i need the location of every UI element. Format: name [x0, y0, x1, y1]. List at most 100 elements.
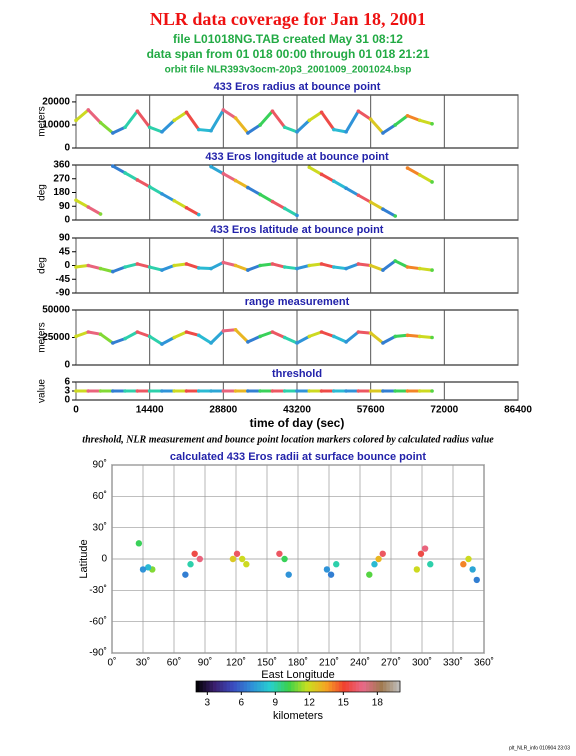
colorbar-tick-label: 9 [273, 698, 279, 709]
trace-segment [332, 179, 348, 190]
data-point [344, 130, 348, 134]
colorbar-cell [294, 681, 299, 692]
data-point [405, 265, 410, 269]
data-point [160, 268, 164, 272]
colorbar-tick-label: 12 [304, 698, 316, 709]
data-point [307, 118, 312, 123]
trace-segment [221, 328, 238, 333]
data-point [430, 122, 434, 126]
trace-segment [307, 110, 324, 122]
data-point [135, 389, 140, 393]
colorbar-tick-label: 6 [239, 698, 245, 709]
data-point [135, 262, 140, 266]
data-point [111, 269, 115, 274]
bounce-point [469, 566, 476, 573]
data-point [184, 330, 189, 334]
trace-segment [246, 334, 262, 344]
data-point [430, 180, 434, 184]
colorbar-cell [226, 681, 231, 692]
trace-segment [381, 259, 397, 272]
data-point [417, 266, 422, 271]
data-point [147, 265, 152, 269]
data-point [111, 164, 115, 168]
data-point [86, 263, 91, 268]
x-tick-label: 330˚ [443, 657, 463, 669]
panel-title: range measurement [245, 296, 350, 308]
colorbar-cell [393, 681, 398, 692]
data-point [381, 268, 385, 272]
data-point [319, 389, 324, 393]
data-point [270, 330, 275, 334]
data-point [258, 334, 262, 339]
trace-segment [123, 330, 139, 341]
trace-segment [369, 331, 385, 345]
colorbar-tick-label: 3 [205, 698, 211, 709]
trace-segment [246, 264, 262, 272]
data-point [307, 263, 312, 268]
trace-segment [160, 264, 176, 272]
data-point [356, 262, 361, 266]
data-point [160, 192, 164, 196]
trace-segment [344, 186, 360, 197]
data-point [405, 389, 410, 393]
data-point [246, 389, 250, 393]
y-axis-label: Latitude [78, 539, 90, 578]
trace-segment [185, 110, 201, 132]
data-point [405, 113, 410, 118]
data-point [172, 198, 177, 203]
trace-segment [258, 330, 274, 338]
trace-segment [99, 121, 115, 135]
trace-segment [234, 116, 250, 135]
trace-segment [197, 266, 213, 271]
colorbar-cell [321, 681, 326, 692]
bounce-point [285, 571, 292, 578]
trace-segment [99, 332, 115, 345]
trace-segment [148, 265, 164, 272]
trace-segment [369, 200, 385, 211]
data-point [381, 131, 385, 135]
trace-segment [74, 330, 90, 338]
colorbar-cell [284, 681, 289, 692]
data-point [160, 342, 164, 346]
data-point [184, 205, 189, 210]
data-point [135, 178, 140, 182]
data-point [332, 334, 336, 339]
trace-segment [258, 109, 274, 127]
y-tick-label: 90 [59, 233, 71, 244]
trace-segment [356, 262, 373, 267]
trace-segment [344, 330, 360, 344]
data-point [221, 108, 226, 112]
colorbar-cell [206, 681, 211, 692]
trace-segment [185, 206, 201, 217]
bounce-point [233, 550, 241, 557]
colorbar-cell [209, 681, 214, 692]
data-point [282, 206, 287, 211]
data-point [307, 165, 312, 170]
panel-title: threshold [272, 368, 322, 380]
colorbar-cell [345, 681, 350, 692]
trace-segment [283, 336, 299, 345]
colorbar-cell [260, 681, 265, 692]
data-point [356, 389, 361, 393]
y-tick-label: 180 [53, 187, 70, 198]
trace-segment [148, 125, 164, 134]
bounce-point [276, 550, 283, 557]
trace-segment [406, 265, 422, 271]
colorbar-cell [270, 681, 275, 692]
trace-segment [320, 262, 336, 269]
bounce-point [333, 561, 340, 568]
x-tick-label: 270˚ [381, 657, 401, 669]
y-axis-label: meters [37, 322, 48, 353]
data-point [282, 125, 287, 130]
data-point [86, 108, 91, 112]
bounce-point [229, 555, 237, 563]
trace-segment [111, 265, 127, 274]
trace-segment [418, 118, 434, 126]
data-point [196, 389, 201, 393]
trace-segment [406, 333, 422, 338]
trace-segment [356, 109, 373, 121]
y-tick-label: -60˚ [89, 615, 107, 627]
data-point [209, 389, 213, 393]
data-point [319, 330, 324, 334]
data-point [307, 389, 312, 393]
